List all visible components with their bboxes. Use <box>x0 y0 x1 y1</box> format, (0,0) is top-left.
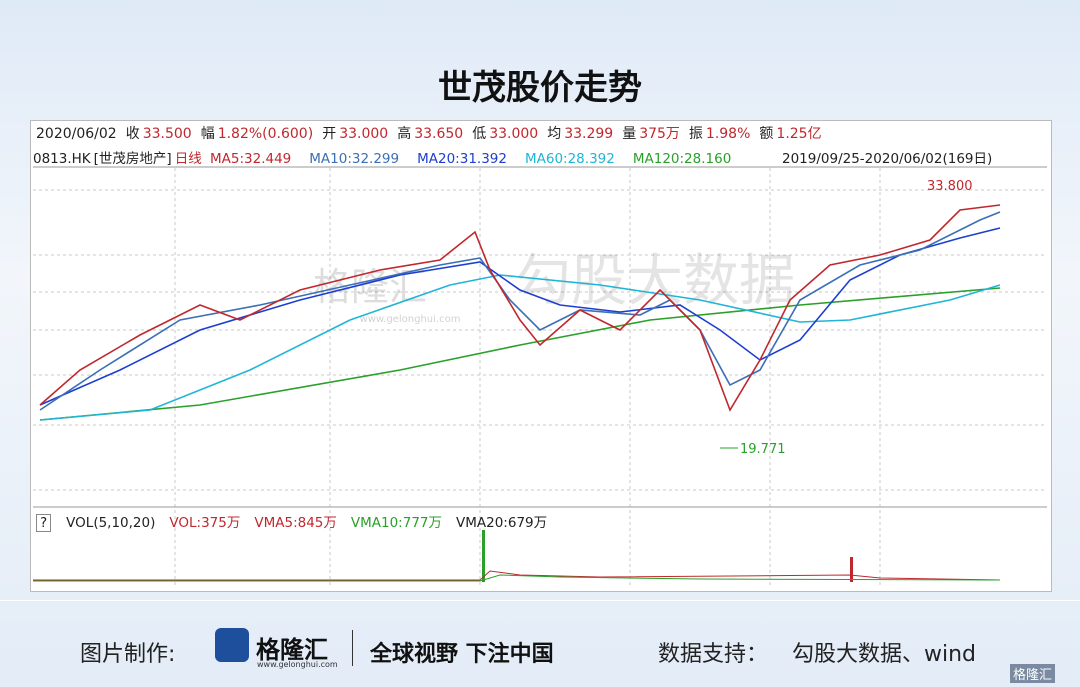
corner-logo: 格隆汇 <box>1010 664 1056 683</box>
maker-label: 图片制作: <box>80 642 176 667</box>
watermark-url: www.gelonghui.com <box>360 314 461 325</box>
ma-label: MA10:32.299 <box>309 151 400 167</box>
source: 勾股大数据、wind <box>792 642 977 667</box>
quote-date: 2020/06/02 <box>36 126 117 142</box>
quote-label: 额 <box>759 126 774 142</box>
volume-label: VOL:375万 <box>169 515 241 531</box>
date-range: 2019/09/25-2020/06/02(169日) <box>782 151 993 167</box>
period: 日线 <box>174 151 202 167</box>
volume-label: VMA20:679万 <box>456 515 548 531</box>
chart-panel <box>30 120 1052 592</box>
source-label: 数据支持： <box>658 642 769 667</box>
brand-url: www.gelonghui.com <box>257 660 338 669</box>
quote-value: 1.82%(0.600) <box>217 126 314 142</box>
volume-label: VOL(5,10,20) <box>66 515 156 531</box>
volume-label: VMA10:777万 <box>350 515 443 531</box>
quote-label: 幅 <box>200 126 215 142</box>
quote-label: 低 <box>472 126 487 142</box>
separator <box>352 630 353 666</box>
divider <box>0 600 1080 601</box>
quote-label: 振 <box>688 126 703 142</box>
volume <box>33 530 1001 582</box>
stock-name: [世茂房地产] <box>93 151 172 167</box>
indicator-row: 0813.HK [世茂房地产] 日线 MA5:32.449 MA10:32.299 MA… <box>33 147 749 167</box>
volume-row: ? VOL(5,10,20) VOL:375万 VMA5:845万 VMA10:777万… <box>36 511 555 532</box>
quote-value: 375万 <box>639 126 680 142</box>
logo-icon <box>215 628 249 662</box>
quote-value: 33.650 <box>414 126 464 142</box>
code: 0813.HK <box>33 151 91 167</box>
ma-label: MA5:32.449 <box>210 151 292 167</box>
ma-lines <box>39 204 1001 421</box>
ma-label: MA60:28.392 <box>524 151 615 167</box>
quote-value: 1.98% <box>705 126 751 142</box>
quote-value: 33.299 <box>564 126 614 142</box>
ma-label: MA120:28.160 <box>632 151 732 167</box>
slogan: 全球视野 下注中国 <box>370 642 554 667</box>
volume-mark: ? <box>36 514 52 532</box>
quote-label: 收 <box>125 126 140 142</box>
quote-label: 开 <box>322 126 337 142</box>
ma-label: MA20:31.392 <box>417 151 507 167</box>
volume-label: VMA5:845万 <box>254 515 337 531</box>
quote-value: 1.25亿 <box>776 126 822 142</box>
quote-value: 33.000 <box>339 126 389 142</box>
quote-label: 高 <box>397 126 412 142</box>
high-label: 33.800 <box>927 179 973 194</box>
brand: 格隆汇 <box>256 636 328 664</box>
quote-label: 均 <box>547 126 562 142</box>
quote-row: 2020/06/02 收 33.500 幅 1.82%(0.600) 开 33.000 高 33… <box>36 123 831 143</box>
quote-label: 量 <box>622 126 637 142</box>
title: 世茂股价走势 <box>438 68 642 108</box>
quote-value: 33.000 <box>489 126 539 142</box>
quote-value: 33.500 <box>142 126 192 142</box>
low-label: 19.771 <box>740 442 786 457</box>
